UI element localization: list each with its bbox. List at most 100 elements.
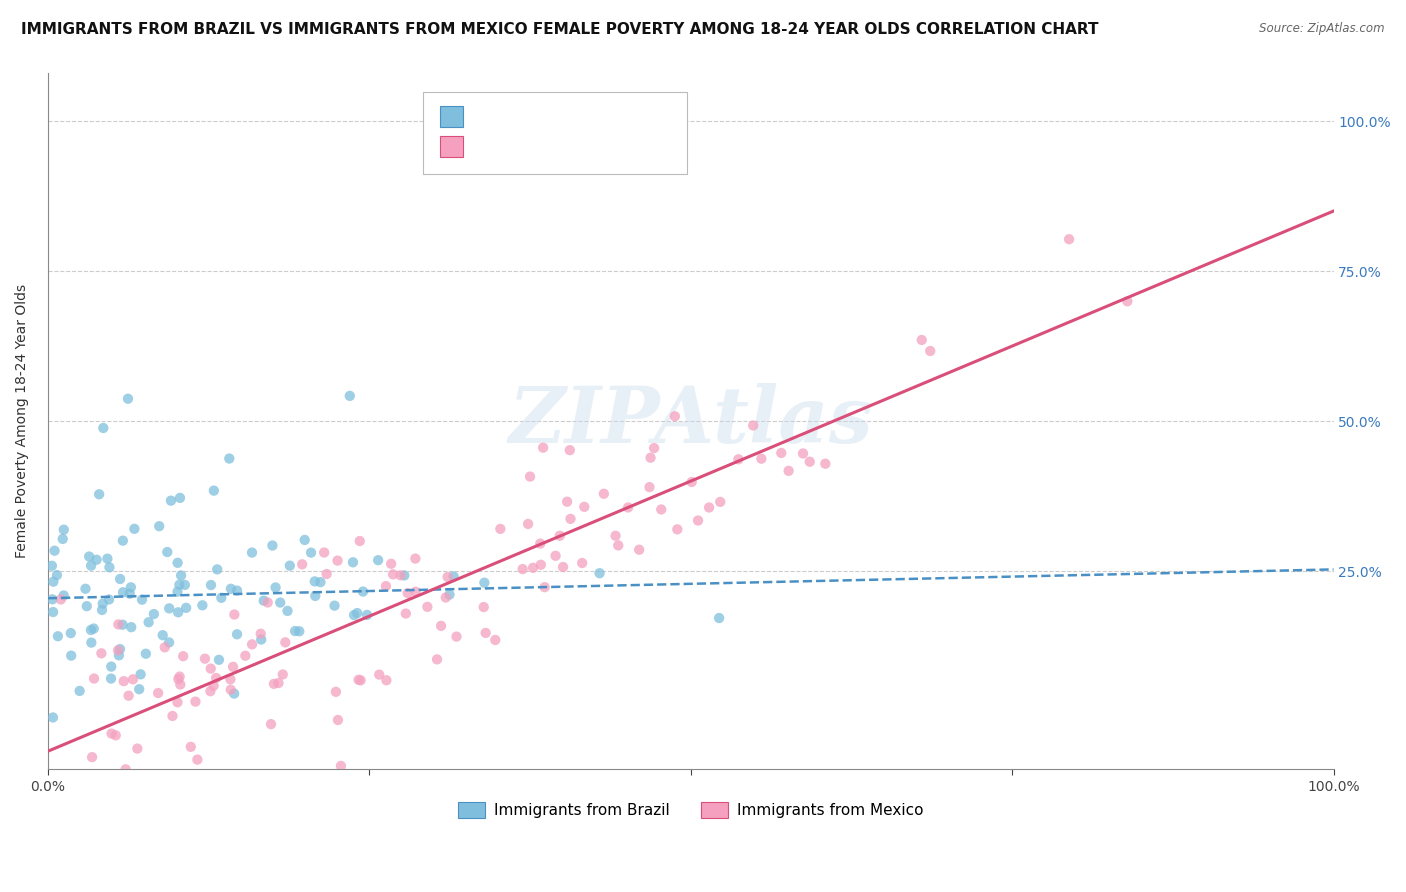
Point [666,522,689,536]
Point [100,659,122,673]
Point [349,534,371,549]
Point [375,673,398,688]
Point [167,672,190,686]
Point [814,457,837,471]
Point [262,539,284,553]
Point [80,623,103,637]
Point [224,687,246,701]
Text: N =: N = [592,110,626,125]
Point [304,589,326,603]
Point [325,685,347,699]
Point [96,551,118,566]
Point [548,529,571,543]
Point [530,558,553,572]
Point [80,635,103,649]
Point [219,673,242,687]
Point [314,545,336,559]
Text: 115: 115 [640,139,671,154]
Point [356,607,378,622]
Point [89,487,111,501]
Point [315,566,337,581]
Point [367,553,389,567]
Point [686,514,709,528]
Point [792,446,814,460]
Point [75,582,97,596]
Point [129,667,152,681]
Point [592,487,614,501]
Point [219,582,242,596]
Point [156,545,179,559]
Point [1116,294,1139,309]
Point [60,648,83,663]
Point [533,580,555,594]
Point [124,522,146,536]
Point [382,567,405,582]
Point [380,557,402,571]
Point [439,588,461,602]
Point [650,502,672,516]
Point [112,585,135,599]
Point [91,597,114,611]
Point [707,611,730,625]
Point [108,642,131,657]
Point [157,601,180,615]
Point [122,673,145,687]
FancyBboxPatch shape [440,106,463,128]
Point [434,591,457,605]
Point [274,635,297,649]
Point [111,533,134,548]
Y-axis label: Female Poverty Among 18-24 Year Olds: Female Poverty Among 18-24 Year Olds [15,284,30,558]
Point [222,660,245,674]
Text: 0.048: 0.048 [527,110,575,125]
Point [1057,232,1080,246]
Point [240,545,263,559]
Point [42,710,65,724]
Point [169,491,191,505]
Point [326,553,349,567]
Point [276,604,298,618]
Point [472,600,495,615]
Point [352,584,374,599]
Point [512,562,534,576]
Text: Source: ZipAtlas.com: Source: ZipAtlas.com [1260,22,1385,36]
Point [250,632,273,647]
Point [226,627,249,641]
Point [263,677,285,691]
Point [778,464,800,478]
Point [349,673,371,688]
Point [169,578,191,592]
Point [205,562,228,576]
Point [558,443,581,458]
Point [395,607,418,621]
Point [368,667,391,681]
Point [98,560,121,574]
Point [120,620,142,634]
Point [184,695,207,709]
Point [86,552,108,566]
Point [326,713,349,727]
Point [148,519,170,533]
Point [46,629,69,643]
Point [430,619,453,633]
Point [920,343,942,358]
FancyBboxPatch shape [440,136,463,156]
Point [142,607,165,621]
Point [46,568,69,582]
Text: R =: R = [478,139,512,154]
Point [107,617,129,632]
Point [91,421,114,435]
Point [309,575,332,590]
Point [640,450,662,465]
Point [472,575,495,590]
Point [153,640,176,655]
Point [426,652,449,666]
Point [571,556,593,570]
Point [52,532,75,546]
Point [233,648,256,663]
Point [146,686,169,700]
Point [240,637,263,651]
Point [90,646,112,660]
Point [294,533,316,547]
Text: IMMIGRANTS FROM BRAZIL VS IMMIGRANTS FROM MEXICO FEMALE POVERTY AMONG 18-24 YEAR: IMMIGRANTS FROM BRAZIL VS IMMIGRANTS FRO… [21,22,1098,37]
Point [742,418,765,433]
